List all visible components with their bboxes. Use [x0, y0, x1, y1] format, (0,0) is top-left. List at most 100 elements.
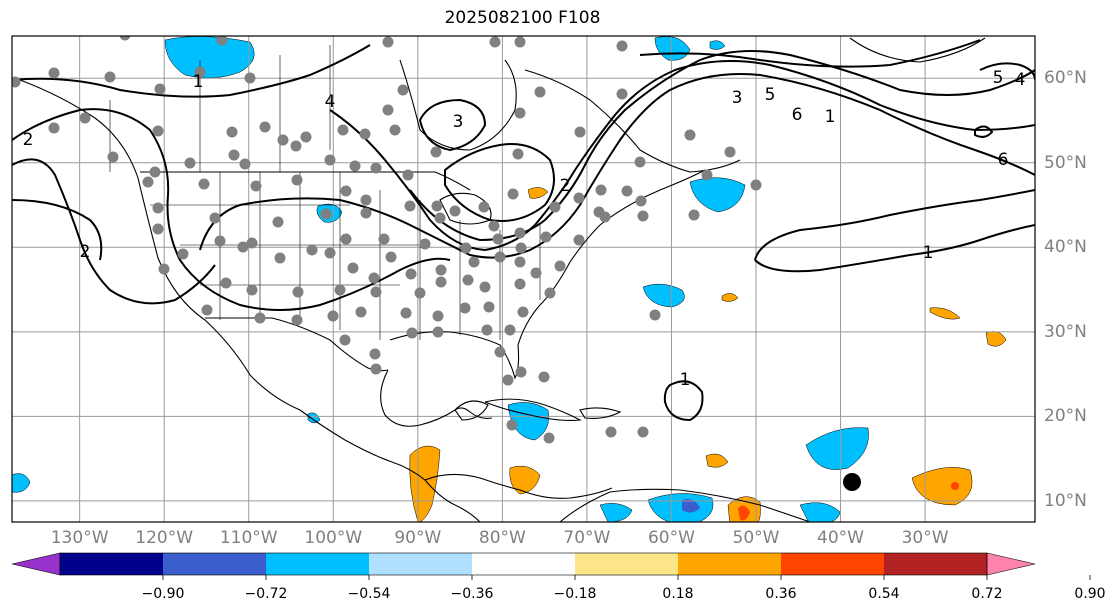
storm-center-marker: [843, 473, 861, 491]
station-marker: [378, 233, 390, 245]
negative-anomaly-region: [799, 502, 841, 522]
station-marker: [684, 129, 696, 141]
station-marker: [512, 148, 524, 160]
station-marker: [355, 306, 367, 318]
station-marker: [119, 36, 131, 41]
station-marker: [324, 154, 336, 166]
colorbar-segment: [163, 553, 267, 575]
longitude-label: 80°W: [478, 528, 526, 548]
south-america-north-coast: [559, 488, 811, 522]
colorbar-segment: [60, 553, 164, 575]
station-marker: [688, 209, 700, 221]
station-marker: [432, 310, 444, 322]
station-marker: [259, 121, 271, 133]
station-marker: [605, 426, 617, 438]
latitude-label: 50°N: [1044, 152, 1087, 173]
contour-label: 1: [680, 370, 691, 390]
colorbar-tick-label: 0.54: [868, 586, 900, 602]
coastlines: [19, 37, 986, 522]
station-marker: [292, 286, 304, 298]
contour-label: 1: [193, 72, 204, 92]
colorbar-segment: [678, 553, 782, 575]
contour-line: [329, 60, 1035, 252]
station-marker: [430, 146, 442, 158]
station-marker: [540, 231, 552, 243]
station-marker: [209, 212, 221, 224]
station-marker: [434, 212, 446, 224]
station-marker: [277, 134, 289, 146]
station-marker: [149, 166, 161, 178]
colorbar-tick-label: −0.54: [347, 586, 391, 602]
station-marker: [595, 184, 607, 196]
station-marker: [152, 202, 164, 214]
station-marker: [220, 277, 232, 289]
station-marker: [514, 107, 526, 119]
strong-positive-core: [738, 505, 750, 521]
station-marker: [370, 162, 382, 174]
station-marker: [637, 426, 649, 438]
station-marker: [397, 84, 409, 96]
longitude-label: 30°W: [901, 528, 949, 548]
map-frame: [11, 35, 1036, 523]
station-marker: [214, 235, 226, 247]
station-marker: [468, 256, 480, 268]
station-marker: [154, 83, 166, 95]
yucatan: [454, 400, 489, 421]
station-marker: [48, 122, 60, 134]
contour-line: [979, 62, 1035, 81]
positive-anomaly-region: [409, 445, 441, 522]
contour-label: 2: [23, 130, 34, 150]
station-marker: [637, 210, 649, 222]
station-marker: [599, 211, 611, 223]
station-marker: [635, 195, 647, 207]
station-marker: [506, 419, 518, 431]
station-marker: [549, 201, 561, 213]
station-marker: [152, 125, 164, 137]
station-marker: [337, 124, 349, 136]
station-marker: [435, 264, 447, 276]
station-marker: [462, 274, 474, 286]
station-marker: [419, 238, 431, 250]
station-marker: [488, 220, 500, 232]
longitude-label: 50°W: [732, 528, 780, 548]
colorbar-segment: [369, 553, 473, 575]
hispaniola: [579, 407, 622, 419]
colorbar-segment: [884, 553, 988, 575]
station-marker: [237, 241, 249, 253]
contour-line: [663, 380, 704, 422]
contour-label: 5: [993, 68, 1004, 88]
station-marker: [514, 36, 526, 48]
strong-positive-core: [951, 482, 959, 490]
negative-anomaly-region: [12, 473, 31, 493]
station-marker: [544, 287, 556, 299]
contour-label: 5: [765, 85, 776, 105]
station-marker: [216, 36, 228, 46]
station-marker: [404, 200, 416, 212]
station-marker: [573, 234, 585, 246]
station-marker: [339, 334, 351, 346]
station-marker: [435, 276, 447, 288]
colorbar-frame: [59, 552, 988, 576]
station-marker: [459, 302, 471, 314]
negative-anomaly-region: [805, 427, 869, 470]
negative-anomaly-region: [689, 177, 746, 213]
station-marker: [621, 185, 633, 197]
station-marker: [382, 36, 394, 48]
cuba: [484, 398, 582, 421]
colorbar-tick-label: −0.72: [244, 586, 288, 602]
station-marker: [300, 131, 312, 143]
contour-line: [12, 199, 103, 261]
longitude-label: 40°W: [817, 528, 865, 548]
positive-anomaly-region: [527, 187, 549, 199]
station-marker: [514, 227, 526, 239]
contour-lines: [12, 39, 1035, 422]
station-marker: [402, 169, 414, 181]
contour-label: 4: [1015, 70, 1026, 90]
contour-line: [418, 98, 487, 152]
station-marker: [79, 112, 91, 124]
contour-line: [199, 73, 1035, 259]
longitude-label: 100°W: [304, 528, 363, 548]
station-marker: [158, 263, 170, 275]
station-marker: [370, 363, 382, 375]
station-marker: [340, 185, 352, 197]
